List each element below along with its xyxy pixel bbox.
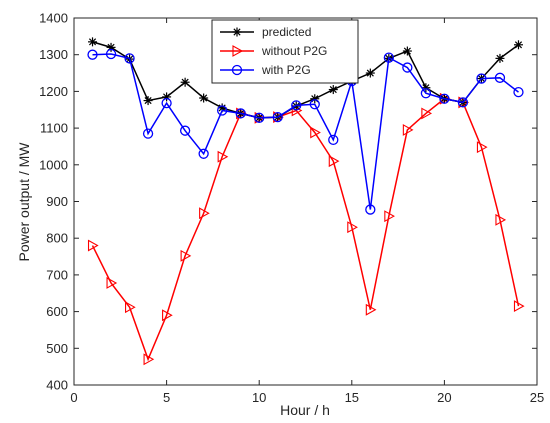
x-tick-label: 25 (530, 390, 544, 405)
legend-label: predicted (262, 25, 311, 39)
x-tick-label: 10 (252, 390, 266, 405)
y-tick-label: 1100 (40, 121, 68, 136)
y-tick-label: 1400 (39, 11, 68, 26)
legend-marker (231, 64, 243, 76)
x-axis-ticks: 0 5 10 15 20 25 (70, 18, 544, 405)
y-axis-label: Power output / MW (16, 142, 32, 262)
asterisk-stroke (233, 28, 241, 36)
asterisk-stroke (88, 38, 97, 46)
data-point (402, 62, 413, 73)
x-tick-label: 20 (437, 390, 451, 405)
data-point (476, 141, 488, 154)
y-axis-ticks: 400 500 600 700 800 900 1000 1100 1200 1300 1400 (39, 11, 537, 393)
data-point (143, 353, 155, 366)
asterisk-stroke (514, 41, 523, 49)
data-point (328, 134, 339, 145)
legend-entry: predicted (220, 25, 311, 39)
y-tick-label: 700 (46, 267, 68, 282)
data-point (88, 37, 98, 47)
data-point (235, 108, 246, 119)
data-point (309, 99, 320, 110)
data-point (476, 73, 487, 84)
data-point (402, 124, 414, 136)
data-point (495, 53, 505, 63)
asterisk-stroke (181, 78, 189, 86)
data-point (328, 155, 340, 168)
data-point (87, 49, 98, 60)
asterisk-stroke (403, 47, 411, 55)
data-point (494, 72, 506, 83)
data-point (217, 150, 229, 163)
legend-label: with P2G (261, 63, 311, 77)
data-point (365, 204, 376, 215)
data-point (291, 100, 302, 111)
asterisk-stroke (329, 85, 337, 94)
data-point (421, 107, 433, 120)
y-tick-label: 1000 (39, 157, 68, 172)
asterisk-stroke (311, 95, 319, 103)
data-point (272, 111, 283, 123)
data-point (513, 40, 523, 50)
legend-marker (232, 27, 242, 37)
legend-marker (232, 45, 244, 57)
data-point (513, 300, 525, 313)
data-point (142, 128, 154, 139)
data-point (143, 96, 153, 106)
data-point (125, 301, 136, 314)
data-point (179, 125, 191, 136)
data-point (420, 88, 432, 99)
data-point (328, 85, 338, 95)
data-point (495, 213, 507, 226)
y-tick-label: 1300 (39, 47, 68, 62)
data-point (105, 48, 117, 60)
y-tick-label: 500 (46, 341, 68, 356)
data-point (180, 249, 192, 262)
data-point (217, 105, 228, 116)
data-point (199, 207, 210, 220)
data-point (402, 46, 412, 56)
data-point (161, 97, 172, 109)
data-point (439, 93, 450, 104)
x-tick-label: 0 (70, 390, 77, 405)
asterisk-stroke (366, 69, 374, 77)
series-line (92, 53, 519, 210)
y-tick-label: 1200 (39, 84, 68, 99)
asterisk-stroke (496, 54, 504, 62)
x-tick-label: 5 (163, 390, 170, 405)
data-point (199, 93, 209, 103)
asterisk-stroke (144, 97, 152, 105)
data-point (365, 303, 377, 316)
legend-entry: without P2G (220, 44, 327, 58)
data-point (254, 112, 265, 123)
asterisk-stroke (200, 94, 208, 102)
data-point (180, 77, 190, 87)
legend-entry: with P2G (220, 63, 311, 77)
x-tick-label: 15 (345, 390, 359, 405)
data-point (198, 148, 209, 159)
legend: predicted without P2G with P2G (211, 19, 359, 84)
data-point (124, 53, 135, 64)
data-point (310, 126, 321, 139)
data-point (457, 97, 469, 108)
x-axis-label: Hour / h (280, 402, 330, 418)
data-point (106, 277, 118, 289)
data-point (384, 210, 395, 223)
y-tick-label: 400 (46, 378, 68, 393)
data-point (310, 94, 320, 104)
data-point (383, 52, 394, 63)
y-tick-label: 800 (46, 231, 68, 246)
data-point (87, 239, 99, 252)
y-tick-label: 600 (46, 304, 68, 319)
data-point (513, 86, 524, 98)
data-point (162, 309, 173, 322)
y-tick-label: 900 (46, 194, 68, 209)
data-point (365, 68, 375, 78)
series-with-p2g (87, 48, 524, 215)
data-point (347, 221, 358, 234)
legend-label: without P2G (261, 44, 327, 58)
